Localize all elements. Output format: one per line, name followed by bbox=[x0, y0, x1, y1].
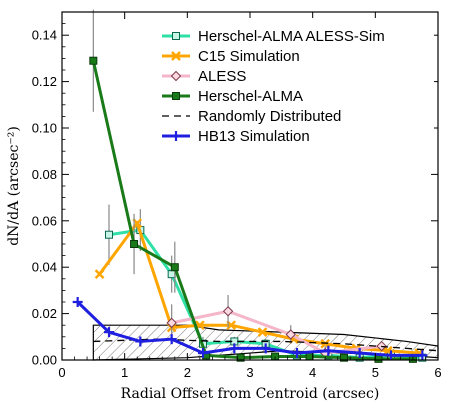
y-tick-label: 0.10 bbox=[32, 121, 57, 136]
legend: Herschel-ALMA ALESS-Sim C15 Simulation ALE… bbox=[152, 18, 434, 148]
x-tick-label: 1 bbox=[121, 365, 128, 380]
data-point bbox=[167, 270, 176, 279]
legend-marker bbox=[172, 32, 180, 40]
legend-marker bbox=[172, 92, 180, 100]
data-point bbox=[170, 263, 179, 272]
x-tick-label: 2 bbox=[184, 365, 191, 380]
legend-background bbox=[152, 18, 434, 148]
data-point bbox=[260, 343, 271, 354]
data-point bbox=[198, 348, 208, 359]
data-point bbox=[222, 306, 234, 317]
x-axis-label: Radial Offset from Centroid (arcsec) bbox=[121, 386, 380, 402]
y-tick-label: 0.14 bbox=[32, 28, 57, 43]
data-point bbox=[89, 56, 98, 65]
data-point bbox=[292, 348, 302, 359]
y-tick-label: 0.08 bbox=[32, 167, 57, 182]
x-tick-label: 3 bbox=[246, 365, 253, 380]
data-point bbox=[105, 230, 113, 239]
data-point bbox=[94, 269, 105, 280]
legend-label: HB13 Simulation bbox=[198, 128, 310, 145]
legend-marker bbox=[171, 131, 181, 141]
y-axis-label: dN/dA (arcsec⁻²) bbox=[6, 126, 22, 246]
x-tick-label: 0 bbox=[58, 365, 65, 380]
axes-layer: 0 1 2 3 4 5 6 0.00 0.02 0.04 0.06 0.08 0.10 0.12 0.14 bbox=[32, 11, 442, 380]
legend-label: Randomly Distributed bbox=[198, 108, 341, 125]
legend-label: ALESS bbox=[198, 68, 246, 85]
legend-label: C15 Simulation bbox=[198, 48, 300, 65]
y-tick-label: 0.00 bbox=[32, 353, 57, 368]
data-point bbox=[374, 354, 383, 363]
x-tick-label: 4 bbox=[309, 365, 316, 380]
data-point bbox=[72, 297, 83, 307]
y-tick-label: 0.04 bbox=[32, 260, 57, 275]
data-point bbox=[305, 352, 314, 361]
series-line bbox=[76, 300, 423, 357]
data-point bbox=[340, 353, 348, 362]
data-point bbox=[386, 350, 396, 361]
y-tick-label: 0.02 bbox=[32, 306, 57, 321]
y-tick-label: 0.12 bbox=[32, 74, 57, 89]
x-tick-label: 6 bbox=[434, 365, 441, 380]
data-point bbox=[104, 327, 114, 338]
legend-label: Herschel-ALMA bbox=[198, 88, 303, 105]
data-point bbox=[166, 334, 177, 345]
data-point bbox=[323, 345, 334, 356]
legend-marker bbox=[171, 51, 181, 61]
data-point bbox=[417, 350, 428, 361]
data-point bbox=[257, 327, 268, 338]
data-point bbox=[135, 336, 146, 347]
y-tick-label: 0.06 bbox=[32, 213, 57, 228]
data-point bbox=[166, 317, 177, 329]
legend-marker bbox=[170, 70, 182, 82]
series-line bbox=[91, 60, 413, 361]
series-5 bbox=[72, 297, 428, 361]
data-point bbox=[354, 348, 365, 359]
data-point bbox=[130, 240, 139, 248]
data-point bbox=[285, 329, 296, 340]
legend-label: Herschel-ALMA ALESS-Sim bbox=[198, 28, 385, 45]
x-tick-label: 5 bbox=[372, 365, 379, 380]
data-point bbox=[229, 343, 240, 354]
series-layer bbox=[72, 9, 439, 363]
